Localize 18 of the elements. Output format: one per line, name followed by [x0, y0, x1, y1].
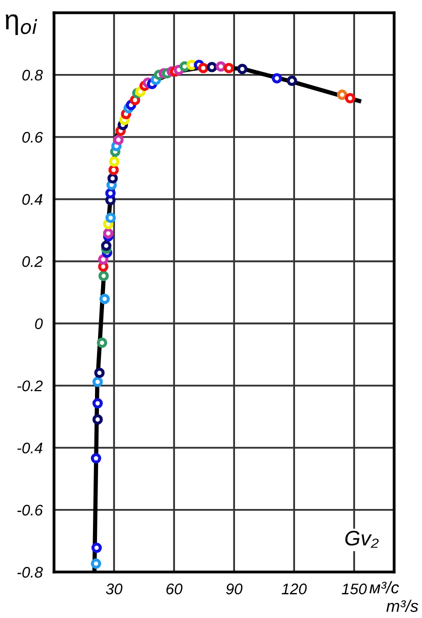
x-tick-label: 30: [106, 584, 122, 594]
x-tick-label: 90: [226, 584, 242, 594]
x-tick-label: 60: [166, 584, 182, 594]
x-tick-label: 120: [282, 584, 307, 594]
y-tick-label: -0.4: [17, 442, 42, 454]
y-tick-label: 0: [35, 318, 43, 330]
y-axis-title: η$_{oi}$: [6, 14, 38, 36]
text: м³/с: [370, 581, 399, 594]
y-tick-label: 0.8: [22, 70, 43, 81]
x-axis-title: Gv₂: [345, 530, 379, 548]
y-tick-label: 0.4: [22, 194, 42, 205]
y-tick-label: 0.6: [22, 132, 43, 143]
text: m³/s: [386, 600, 418, 612]
y-tick-label: 0.2: [22, 256, 43, 267]
y-tick-label: -0.2: [17, 380, 43, 392]
y-tick-label: -0.8: [17, 566, 43, 578]
y-tick-label: -0.6: [17, 504, 43, 516]
x-tick-label: 150: [342, 584, 367, 594]
